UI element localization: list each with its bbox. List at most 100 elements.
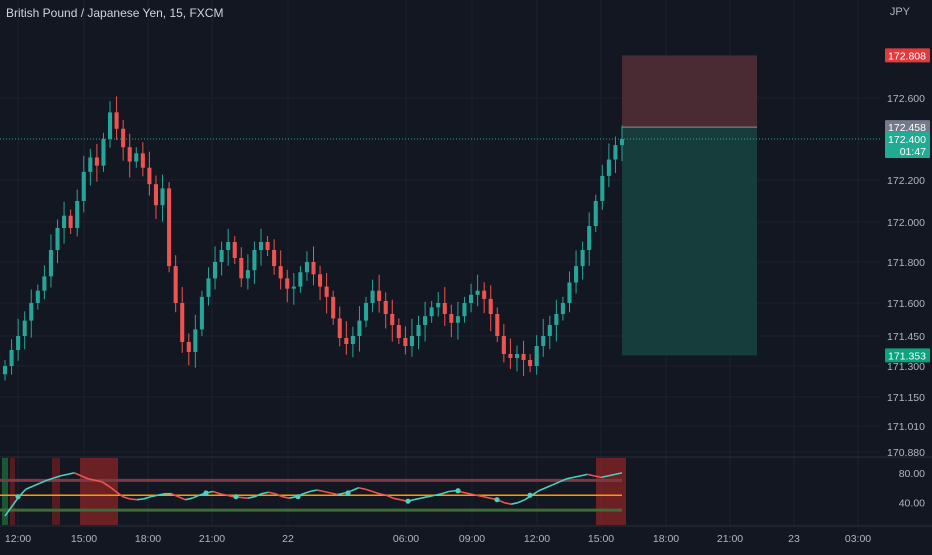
price-tick-label: 171.450 (887, 331, 925, 343)
oscillator-segment (351, 487, 359, 492)
candle-body (318, 274, 323, 287)
oscillator-segment (601, 475, 609, 479)
oscillator-signal-dot (494, 497, 500, 503)
oscillator-segment (469, 492, 477, 497)
candle-body (226, 242, 231, 250)
candle-body (619, 139, 625, 146)
oscillator-segment (101, 481, 110, 487)
grid (0, 0, 932, 527)
candle-body (213, 262, 218, 279)
candle-body (206, 278, 211, 297)
oscillator-segment (385, 494, 394, 499)
oscillator-segment (39, 479, 47, 485)
candle-body (528, 360, 533, 366)
oscillator-segment (420, 495, 429, 499)
oscillator-segment (177, 495, 186, 501)
candle-body (383, 300, 388, 314)
candle-body (9, 350, 14, 366)
oscillator-segment (413, 497, 422, 501)
time-tick-label: 15:00 (588, 533, 614, 545)
entry-tag (885, 120, 930, 135)
time-tick-label: 15:00 (71, 533, 97, 545)
take-profit-zone (622, 127, 757, 356)
candle-body (88, 157, 93, 172)
oscillator-segment (330, 492, 338, 496)
candles (2, 96, 625, 381)
oscillator-segment (32, 482, 40, 488)
oscillator-highlight (10, 458, 15, 525)
candle-body (449, 314, 454, 323)
candle-body (462, 303, 467, 317)
oscillator-signal-dot (527, 492, 533, 498)
candle-body (68, 215, 73, 228)
candle-body (94, 157, 99, 166)
oscillator-segment (143, 495, 151, 500)
candle-body (574, 266, 579, 283)
position-zones[interactable] (622, 55, 757, 356)
oscillator-highlight (2, 458, 8, 525)
oscillator-segment (150, 494, 158, 498)
candle-body (265, 242, 270, 250)
candle-body (514, 354, 520, 358)
oscillator-segment (67, 472, 75, 476)
oscillator-segment (476, 494, 484, 498)
current-price-countdown: 01:47 (900, 146, 926, 158)
time-tick-label: 21:00 (199, 533, 225, 545)
oscillator-segment (136, 498, 144, 501)
oscillator-segment (531, 490, 540, 496)
candle-body (423, 316, 428, 325)
oscillator-segment (372, 490, 380, 495)
candle-body (180, 303, 185, 342)
oscillator-segment (379, 492, 387, 497)
candle-body (160, 188, 165, 206)
oscillator-segment (358, 486, 366, 491)
oscillator-pane: 80.00 40.00 (0, 458, 925, 525)
candle-body (2, 366, 8, 375)
currency-label: JPY (889, 6, 910, 18)
candle-body (29, 303, 34, 321)
candle-body (55, 228, 60, 250)
oscillator-segment (323, 490, 331, 494)
candle-body (285, 278, 290, 289)
price-axis[interactable]: 172.600 172.200 172.000 171.800 171.600 171.4… (885, 48, 930, 459)
oscillator-segment (157, 492, 165, 497)
candle-body (495, 314, 500, 336)
price-tick-label: 172.200 (887, 175, 925, 187)
oscillator-segment (538, 487, 547, 492)
oscillator-segment (282, 495, 290, 499)
time-tick-label: 09:00 (459, 533, 485, 545)
oscillator-segment (302, 490, 311, 495)
oscillator-segment (261, 491, 269, 495)
candle-body (147, 167, 152, 185)
candle-body (239, 258, 244, 279)
candle-body (567, 282, 572, 303)
oscillator-segment (247, 495, 255, 499)
oscillator-segment (365, 488, 373, 493)
candle-body (455, 316, 460, 323)
candle-body (508, 354, 513, 358)
candle-body (186, 342, 191, 352)
time-axis[interactable]: 12:00 15:00 18:00 21:00 22 06:00 09:00 12:00 15:… (5, 533, 871, 545)
candle-body (153, 184, 159, 206)
oscillator-segment (503, 501, 512, 505)
time-tick-label: 18:00 (135, 533, 161, 545)
time-tick-label: 03:00 (845, 533, 871, 545)
price-tick-label: 171.010 (887, 421, 925, 433)
candle-body (429, 307, 434, 317)
oscillator-segment (268, 491, 276, 495)
candle-body (468, 294, 474, 303)
oscillator-segment (171, 492, 179, 498)
candle-body (298, 272, 303, 287)
price-tick-label: 172.600 (887, 93, 925, 105)
oscillator-signal-dot (233, 494, 239, 500)
oscillator-segment (289, 495, 297, 499)
symbol-title[interactable]: British Pound / Japanese Yen, 15, FXCM (6, 6, 224, 20)
price-tick-label: 171.600 (887, 298, 925, 310)
time-tick-label: 12:00 (5, 533, 31, 545)
time-tick-label: 22 (282, 533, 294, 545)
candle-body (193, 329, 198, 352)
candle-body (488, 298, 493, 314)
candle-body (140, 153, 145, 168)
